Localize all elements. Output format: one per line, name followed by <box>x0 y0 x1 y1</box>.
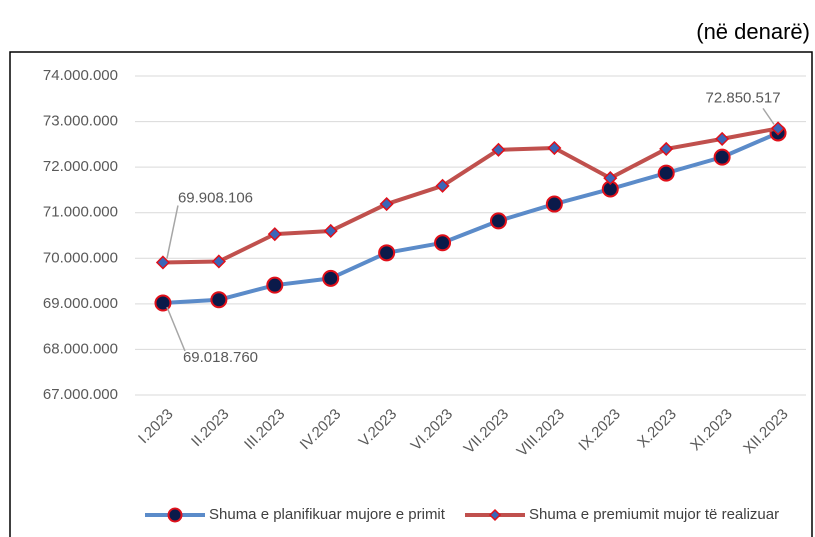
x-tick-label: VII.2023 <box>461 406 513 458</box>
point <box>659 141 674 156</box>
point <box>715 131 730 146</box>
data-label: 72.850.517 <box>706 89 781 106</box>
point <box>547 140 562 156</box>
leader-line <box>166 306 186 352</box>
y-tick-label: 67.000.000 <box>43 386 118 403</box>
point <box>211 254 226 269</box>
point <box>155 255 171 270</box>
point <box>603 171 618 186</box>
point <box>489 212 507 230</box>
y-tick-label: 68.000.000 <box>43 340 118 357</box>
point <box>434 234 452 252</box>
x-tick-label: V.2023 <box>356 406 401 451</box>
x-tick-label: X.2023 <box>634 406 680 452</box>
x-tick-label: III.2023 <box>241 406 288 453</box>
data-label: 69.908.106 <box>178 189 253 206</box>
unit-note: (në denarë) <box>696 19 810 44</box>
point <box>266 276 284 294</box>
legend-label: Shuma e premiumit mujor të realizuar <box>529 506 779 523</box>
x-tick-label: I.2023 <box>135 406 177 448</box>
point <box>545 195 563 213</box>
leader-line <box>762 107 775 125</box>
chart-border <box>9 51 813 537</box>
point <box>491 142 506 157</box>
point <box>435 178 450 193</box>
point <box>379 196 394 212</box>
series-line <box>162 131 779 305</box>
y-tick-label: 71.000.000 <box>43 204 118 221</box>
x-tick-label: VI.2023 <box>408 406 457 455</box>
point <box>322 269 340 287</box>
x-tick-label: XI.2023 <box>687 406 736 455</box>
point <box>210 291 228 309</box>
x-tick-label: XII.2023 <box>740 406 792 458</box>
x-tick-label: II.2023 <box>188 406 232 450</box>
point <box>267 227 282 242</box>
x-tick-label: IX.2023 <box>575 406 624 455</box>
y-tick-label: 74.000.000 <box>43 67 118 84</box>
y-tick-label: 73.000.000 <box>43 113 118 130</box>
y-tick-label: 72.000.000 <box>43 158 118 175</box>
leader-line <box>166 205 179 259</box>
x-tick-label: VIII.2023 <box>514 406 568 460</box>
point <box>657 164 675 182</box>
legend-marker <box>167 507 183 523</box>
data-label: 69.018.760 <box>183 349 258 366</box>
legend-marker <box>488 508 502 522</box>
point <box>713 148 731 166</box>
x-tick-label: IV.2023 <box>297 406 345 454</box>
point <box>770 121 786 136</box>
point <box>154 294 172 312</box>
series-line <box>162 126 779 265</box>
point <box>378 244 396 262</box>
y-tick-label: 70.000.000 <box>43 249 118 266</box>
legend-label: Shuma e planifikuar mujore e primit <box>209 506 446 523</box>
point <box>323 223 338 239</box>
y-tick-label: 69.000.000 <box>43 295 118 312</box>
